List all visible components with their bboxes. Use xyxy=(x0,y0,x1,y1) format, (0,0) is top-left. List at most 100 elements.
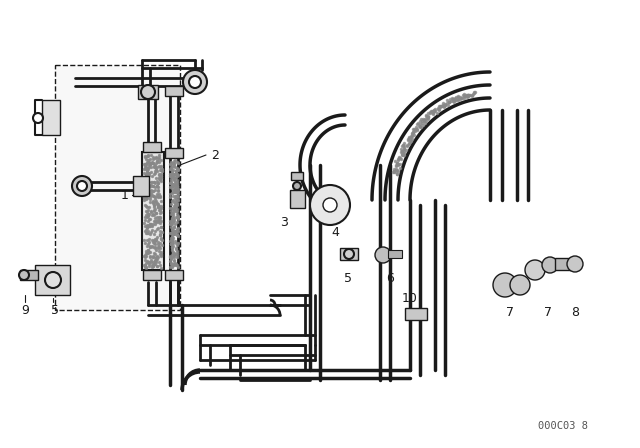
Point xyxy=(145,222,155,229)
Point xyxy=(150,162,160,169)
Point xyxy=(151,236,161,243)
Point xyxy=(168,258,179,265)
Point xyxy=(156,239,166,246)
Point xyxy=(148,263,159,270)
Point xyxy=(165,218,175,225)
Text: 10: 10 xyxy=(402,292,418,305)
Point xyxy=(145,221,156,228)
Point xyxy=(145,216,156,223)
Point xyxy=(150,250,160,258)
Point xyxy=(148,231,159,238)
Point xyxy=(150,246,161,253)
Text: 7: 7 xyxy=(506,306,514,319)
Point xyxy=(144,161,154,168)
Point xyxy=(173,215,183,223)
Point xyxy=(147,263,157,271)
Point xyxy=(167,227,177,234)
Point xyxy=(155,245,165,252)
Point xyxy=(141,155,151,163)
Point xyxy=(153,203,163,210)
Point xyxy=(170,185,180,193)
Point xyxy=(150,260,161,267)
Point xyxy=(170,188,180,195)
Point xyxy=(152,255,163,263)
Point xyxy=(156,172,166,180)
Point xyxy=(157,228,167,236)
Point xyxy=(168,193,178,200)
Point xyxy=(166,161,176,168)
Point xyxy=(142,164,152,171)
Point xyxy=(145,194,155,201)
Point xyxy=(172,201,182,208)
Point xyxy=(167,244,177,251)
Point xyxy=(148,159,158,167)
Point xyxy=(152,168,162,175)
Point xyxy=(150,257,161,264)
Point xyxy=(168,218,178,225)
Point xyxy=(147,159,157,166)
Point xyxy=(152,216,162,223)
Point xyxy=(152,253,162,260)
Point xyxy=(172,249,182,256)
Point xyxy=(142,250,152,257)
Point xyxy=(154,215,164,223)
Point xyxy=(143,246,153,254)
Point xyxy=(140,262,150,269)
Point xyxy=(167,244,177,251)
Point xyxy=(154,159,164,166)
Point xyxy=(142,224,152,232)
Point xyxy=(165,252,175,259)
Point xyxy=(167,231,177,238)
Circle shape xyxy=(77,181,87,191)
Point xyxy=(145,253,155,260)
Text: 6: 6 xyxy=(386,271,394,284)
Point xyxy=(153,179,163,186)
Point xyxy=(166,197,177,204)
Point xyxy=(170,202,180,209)
Bar xyxy=(340,248,358,260)
Point xyxy=(172,184,182,191)
Point xyxy=(166,221,176,228)
Point xyxy=(171,203,181,210)
Point xyxy=(168,161,178,168)
Point xyxy=(172,170,182,177)
Point xyxy=(154,153,164,160)
Point xyxy=(172,231,182,238)
Point xyxy=(154,167,164,174)
Point xyxy=(151,159,161,167)
Point xyxy=(170,168,180,175)
Point xyxy=(172,182,182,190)
Point xyxy=(150,169,160,176)
Point xyxy=(141,252,151,259)
Point xyxy=(171,262,181,269)
Point xyxy=(170,182,180,190)
Point xyxy=(172,211,182,218)
Point xyxy=(141,172,152,179)
Text: 8: 8 xyxy=(571,306,579,319)
Point xyxy=(150,243,160,250)
Point xyxy=(170,181,180,188)
Point xyxy=(145,188,156,195)
Point xyxy=(148,160,159,167)
Point xyxy=(167,218,177,225)
Point xyxy=(166,208,177,215)
Point xyxy=(139,161,149,168)
Point xyxy=(169,249,179,256)
Point xyxy=(150,183,161,190)
Point xyxy=(147,173,157,180)
Point xyxy=(155,176,165,183)
Point xyxy=(141,152,152,159)
Point xyxy=(153,238,163,246)
Point xyxy=(141,202,151,209)
Point xyxy=(168,250,179,257)
Point xyxy=(166,166,176,173)
Point xyxy=(168,210,178,217)
Point xyxy=(143,165,154,172)
Point xyxy=(153,218,163,225)
Point xyxy=(168,159,179,167)
Point xyxy=(141,264,151,271)
Bar xyxy=(20,270,38,280)
Point xyxy=(147,178,157,185)
Point xyxy=(169,230,179,237)
Point xyxy=(149,207,159,214)
